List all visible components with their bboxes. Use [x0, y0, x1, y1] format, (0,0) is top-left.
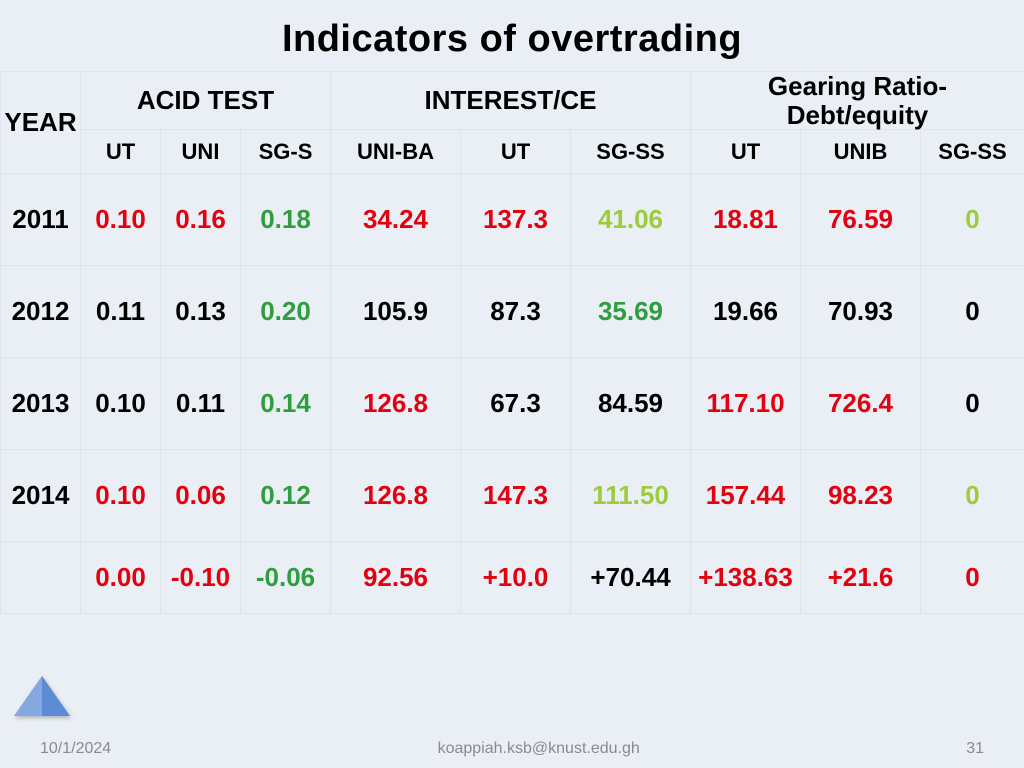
data-cell-1-5: 35.69: [571, 266, 691, 358]
data-cell-1-6: 19.66: [691, 266, 801, 358]
data-cell-0-5: 41.06: [571, 174, 691, 266]
data-cell-2-0: 0.10: [81, 358, 161, 450]
data-cell-0-2: 0.18: [241, 174, 331, 266]
year-cell: 2012: [1, 266, 81, 358]
data-cell-3-0: 0.10: [81, 450, 161, 542]
slide: Indicators of overtrading YEARACID TESTI…: [0, 0, 1024, 768]
delta-year-empty: [1, 542, 81, 614]
header-acid-test: ACID TEST: [81, 72, 331, 130]
year-cell: 2013: [1, 358, 81, 450]
data-cell-2-4: 67.3: [461, 358, 571, 450]
indicators-table: YEARACID TESTINTEREST/CEGearing Ratio-De…: [0, 71, 1024, 614]
sub-header-0: UT: [81, 130, 161, 174]
data-cell-1-4: 87.3: [461, 266, 571, 358]
delta-cell-2: -0.06: [241, 542, 331, 614]
data-cell-3-7: 98.23: [801, 450, 921, 542]
footer-email: koappiah.ksb@knust.edu.gh: [438, 740, 640, 758]
data-cell-2-3: 126.8: [331, 358, 461, 450]
data-cell-1-2: 0.20: [241, 266, 331, 358]
data-cell-3-4: 147.3: [461, 450, 571, 542]
data-cell-1-1: 0.13: [161, 266, 241, 358]
delta-cell-6: +138.63: [691, 542, 801, 614]
data-cell-0-1: 0.16: [161, 174, 241, 266]
sub-header-3: UNI-BA: [331, 130, 461, 174]
delta-cell-7: +21.6: [801, 542, 921, 614]
delta-cell-5: +70.44: [571, 542, 691, 614]
data-cell-1-0: 0.11: [81, 266, 161, 358]
footer-page: 31: [966, 740, 984, 758]
table-row: 20130.100.110.14126.867.384.59117.10726.…: [1, 358, 1024, 450]
data-cell-0-4: 137.3: [461, 174, 571, 266]
delta-cell-4: +10.0: [461, 542, 571, 614]
year-cell: 2014: [1, 450, 81, 542]
data-cell-2-1: 0.11: [161, 358, 241, 450]
group-header-row: YEARACID TESTINTEREST/CEGearing Ratio-De…: [1, 72, 1024, 130]
data-cell-2-8: 0: [921, 358, 1024, 450]
data-cell-0-7: 76.59: [801, 174, 921, 266]
slide-footer: 10/1/2024 koappiah.ksb@knust.edu.gh 31: [0, 740, 1024, 758]
delta-cell-8: 0: [921, 542, 1024, 614]
delta-cell-1: -0.10: [161, 542, 241, 614]
sub-header-1: UNI: [161, 130, 241, 174]
delta-cell-0: 0.00: [81, 542, 161, 614]
sub-header-6: UT: [691, 130, 801, 174]
delta-cell-3: 92.56: [331, 542, 461, 614]
sub-header-4: UT: [461, 130, 571, 174]
data-cell-1-7: 70.93: [801, 266, 921, 358]
sub-header-8: SG-SS: [921, 130, 1024, 174]
data-cell-3-8: 0: [921, 450, 1024, 542]
sub-header-row: UTUNISG-SUNI-BAUTSG-SSUTUNIBSG-SS: [1, 130, 1024, 174]
header-interest-ce: INTEREST/CE: [331, 72, 691, 130]
data-cell-0-3: 34.24: [331, 174, 461, 266]
data-cell-2-2: 0.14: [241, 358, 331, 450]
data-cell-3-2: 0.12: [241, 450, 331, 542]
data-cell-2-6: 117.10: [691, 358, 801, 450]
table-row: 20120.110.130.20105.987.335.6919.6670.93…: [1, 266, 1024, 358]
delta-row: 0.00-0.10-0.0692.56+10.0+70.44+138.63+21…: [1, 542, 1024, 614]
data-cell-1-3: 105.9: [331, 266, 461, 358]
header-year: YEAR: [1, 72, 81, 174]
table-row: 20140.100.060.12126.8147.3111.50157.4498…: [1, 450, 1024, 542]
year-cell: 2011: [1, 174, 81, 266]
data-cell-2-7: 726.4: [801, 358, 921, 450]
sub-header-2: SG-S: [241, 130, 331, 174]
data-cell-3-6: 157.44: [691, 450, 801, 542]
data-cell-3-5: 111.50: [571, 450, 691, 542]
data-cell-3-1: 0.06: [161, 450, 241, 542]
triangle-icon: [14, 676, 70, 716]
data-cell-0-6: 18.81: [691, 174, 801, 266]
slide-title: Indicators of overtrading: [0, 18, 1024, 61]
data-cell-0-0: 0.10: [81, 174, 161, 266]
sub-header-7: UNIB: [801, 130, 921, 174]
sub-header-5: SG-SS: [571, 130, 691, 174]
data-cell-3-3: 126.8: [331, 450, 461, 542]
header-gearing: Gearing Ratio-Debt/equity: [691, 72, 1024, 130]
data-cell-2-5: 84.59: [571, 358, 691, 450]
table-row: 20110.100.160.1834.24137.341.0618.8176.5…: [1, 174, 1024, 266]
data-cell-1-8: 0: [921, 266, 1024, 358]
data-cell-0-8: 0: [921, 174, 1024, 266]
footer-date: 10/1/2024: [40, 740, 111, 758]
